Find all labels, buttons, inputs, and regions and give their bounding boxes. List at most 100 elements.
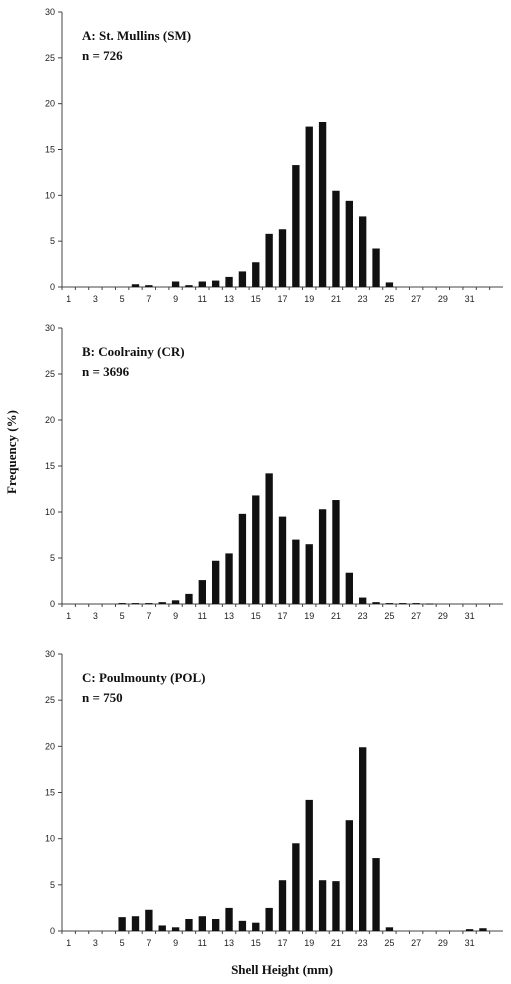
bar — [145, 285, 152, 287]
bar — [412, 603, 419, 604]
bar — [372, 858, 379, 931]
x-tick-label: 31 — [465, 294, 475, 304]
x-tick-label: 17 — [277, 938, 287, 948]
bar — [199, 282, 206, 288]
x-tick-label: 29 — [438, 294, 448, 304]
bar — [292, 540, 299, 604]
panel-title: A: St. Mullins (SM) — [82, 28, 191, 43]
y-tick-label: 30 — [45, 7, 55, 17]
y-tick-label: 5 — [50, 880, 55, 890]
y-tick-label: 25 — [45, 53, 55, 63]
bar — [199, 916, 206, 931]
x-tick-label: 9 — [173, 938, 178, 948]
bar — [185, 285, 192, 287]
y-tick-label: 20 — [45, 99, 55, 109]
bar — [386, 927, 393, 931]
bar — [319, 509, 326, 604]
y-tick-label: 0 — [50, 282, 55, 292]
bar — [479, 928, 486, 931]
bar — [185, 594, 192, 604]
x-tick-label: 11 — [198, 294, 207, 304]
bar — [252, 495, 259, 604]
x-tick-label: 7 — [146, 611, 151, 621]
bar — [292, 843, 299, 931]
bar — [279, 880, 286, 931]
bar — [346, 573, 353, 604]
x-tick-label: 19 — [304, 294, 314, 304]
x-tick-label: 9 — [173, 611, 178, 621]
x-axis-title: Shell Height (mm) — [231, 962, 333, 977]
x-tick-label: 25 — [384, 938, 394, 948]
x-tick-label: 5 — [120, 938, 125, 948]
bar — [225, 277, 232, 287]
x-tick-label: 23 — [358, 294, 368, 304]
x-tick-label: 27 — [411, 294, 421, 304]
bar — [332, 881, 339, 931]
y-tick-label: 25 — [45, 369, 55, 379]
bar — [359, 747, 366, 931]
bar — [319, 880, 326, 931]
x-tick-label: 3 — [93, 938, 98, 948]
x-tick-label: 13 — [224, 938, 234, 948]
x-tick-label: 15 — [251, 294, 261, 304]
bar — [265, 908, 272, 931]
bar — [399, 603, 406, 604]
bar — [265, 473, 272, 604]
bar — [292, 165, 299, 287]
y-tick-label: 0 — [50, 926, 55, 936]
x-tick-label: 21 — [331, 611, 341, 621]
bar — [132, 284, 139, 287]
bar — [239, 271, 246, 287]
bar — [225, 553, 232, 604]
panel-title: C: Poulmounty (POL) — [82, 670, 206, 685]
x-tick-label: 9 — [173, 294, 178, 304]
x-tick-label: 13 — [224, 294, 234, 304]
x-tick-label: 17 — [277, 294, 287, 304]
bar — [372, 602, 379, 604]
x-tick-label: 13 — [224, 611, 234, 621]
x-tick-label: 31 — [465, 611, 475, 621]
x-tick-label: 11 — [198, 611, 207, 621]
y-tick-label: 15 — [45, 461, 55, 471]
y-tick-label: 10 — [45, 834, 55, 844]
x-tick-label: 5 — [120, 611, 125, 621]
x-tick-label: 7 — [146, 294, 151, 304]
bar — [212, 919, 219, 931]
x-tick-label: 3 — [93, 294, 98, 304]
bar — [252, 262, 259, 287]
bar — [172, 600, 179, 604]
bar — [212, 561, 219, 604]
bar — [199, 580, 206, 604]
bar — [159, 602, 166, 604]
bar — [306, 127, 313, 287]
x-tick-label: 3 — [93, 611, 98, 621]
bar — [426, 604, 433, 605]
bar — [239, 921, 246, 931]
x-tick-label: 19 — [304, 938, 314, 948]
bar — [346, 820, 353, 931]
x-tick-label: 25 — [384, 611, 394, 621]
bar — [359, 216, 366, 287]
y-tick-label: 5 — [50, 236, 55, 246]
x-tick-label: 11 — [198, 938, 207, 948]
bar — [252, 923, 259, 931]
bar — [265, 234, 272, 287]
y-tick-label: 30 — [45, 323, 55, 333]
y-tick-label: 20 — [45, 741, 55, 751]
bar — [239, 514, 246, 604]
x-tick-label: 31 — [465, 938, 475, 948]
x-tick-label: 21 — [331, 294, 341, 304]
panel-sample-size: n = 750 — [82, 690, 123, 705]
bar — [145, 603, 152, 604]
bar — [359, 598, 366, 604]
y-tick-label: 20 — [45, 415, 55, 425]
bar — [319, 122, 326, 287]
x-tick-label: 1 — [66, 294, 71, 304]
bar — [372, 249, 379, 288]
y-tick-label: 10 — [45, 190, 55, 200]
bar — [118, 603, 125, 604]
